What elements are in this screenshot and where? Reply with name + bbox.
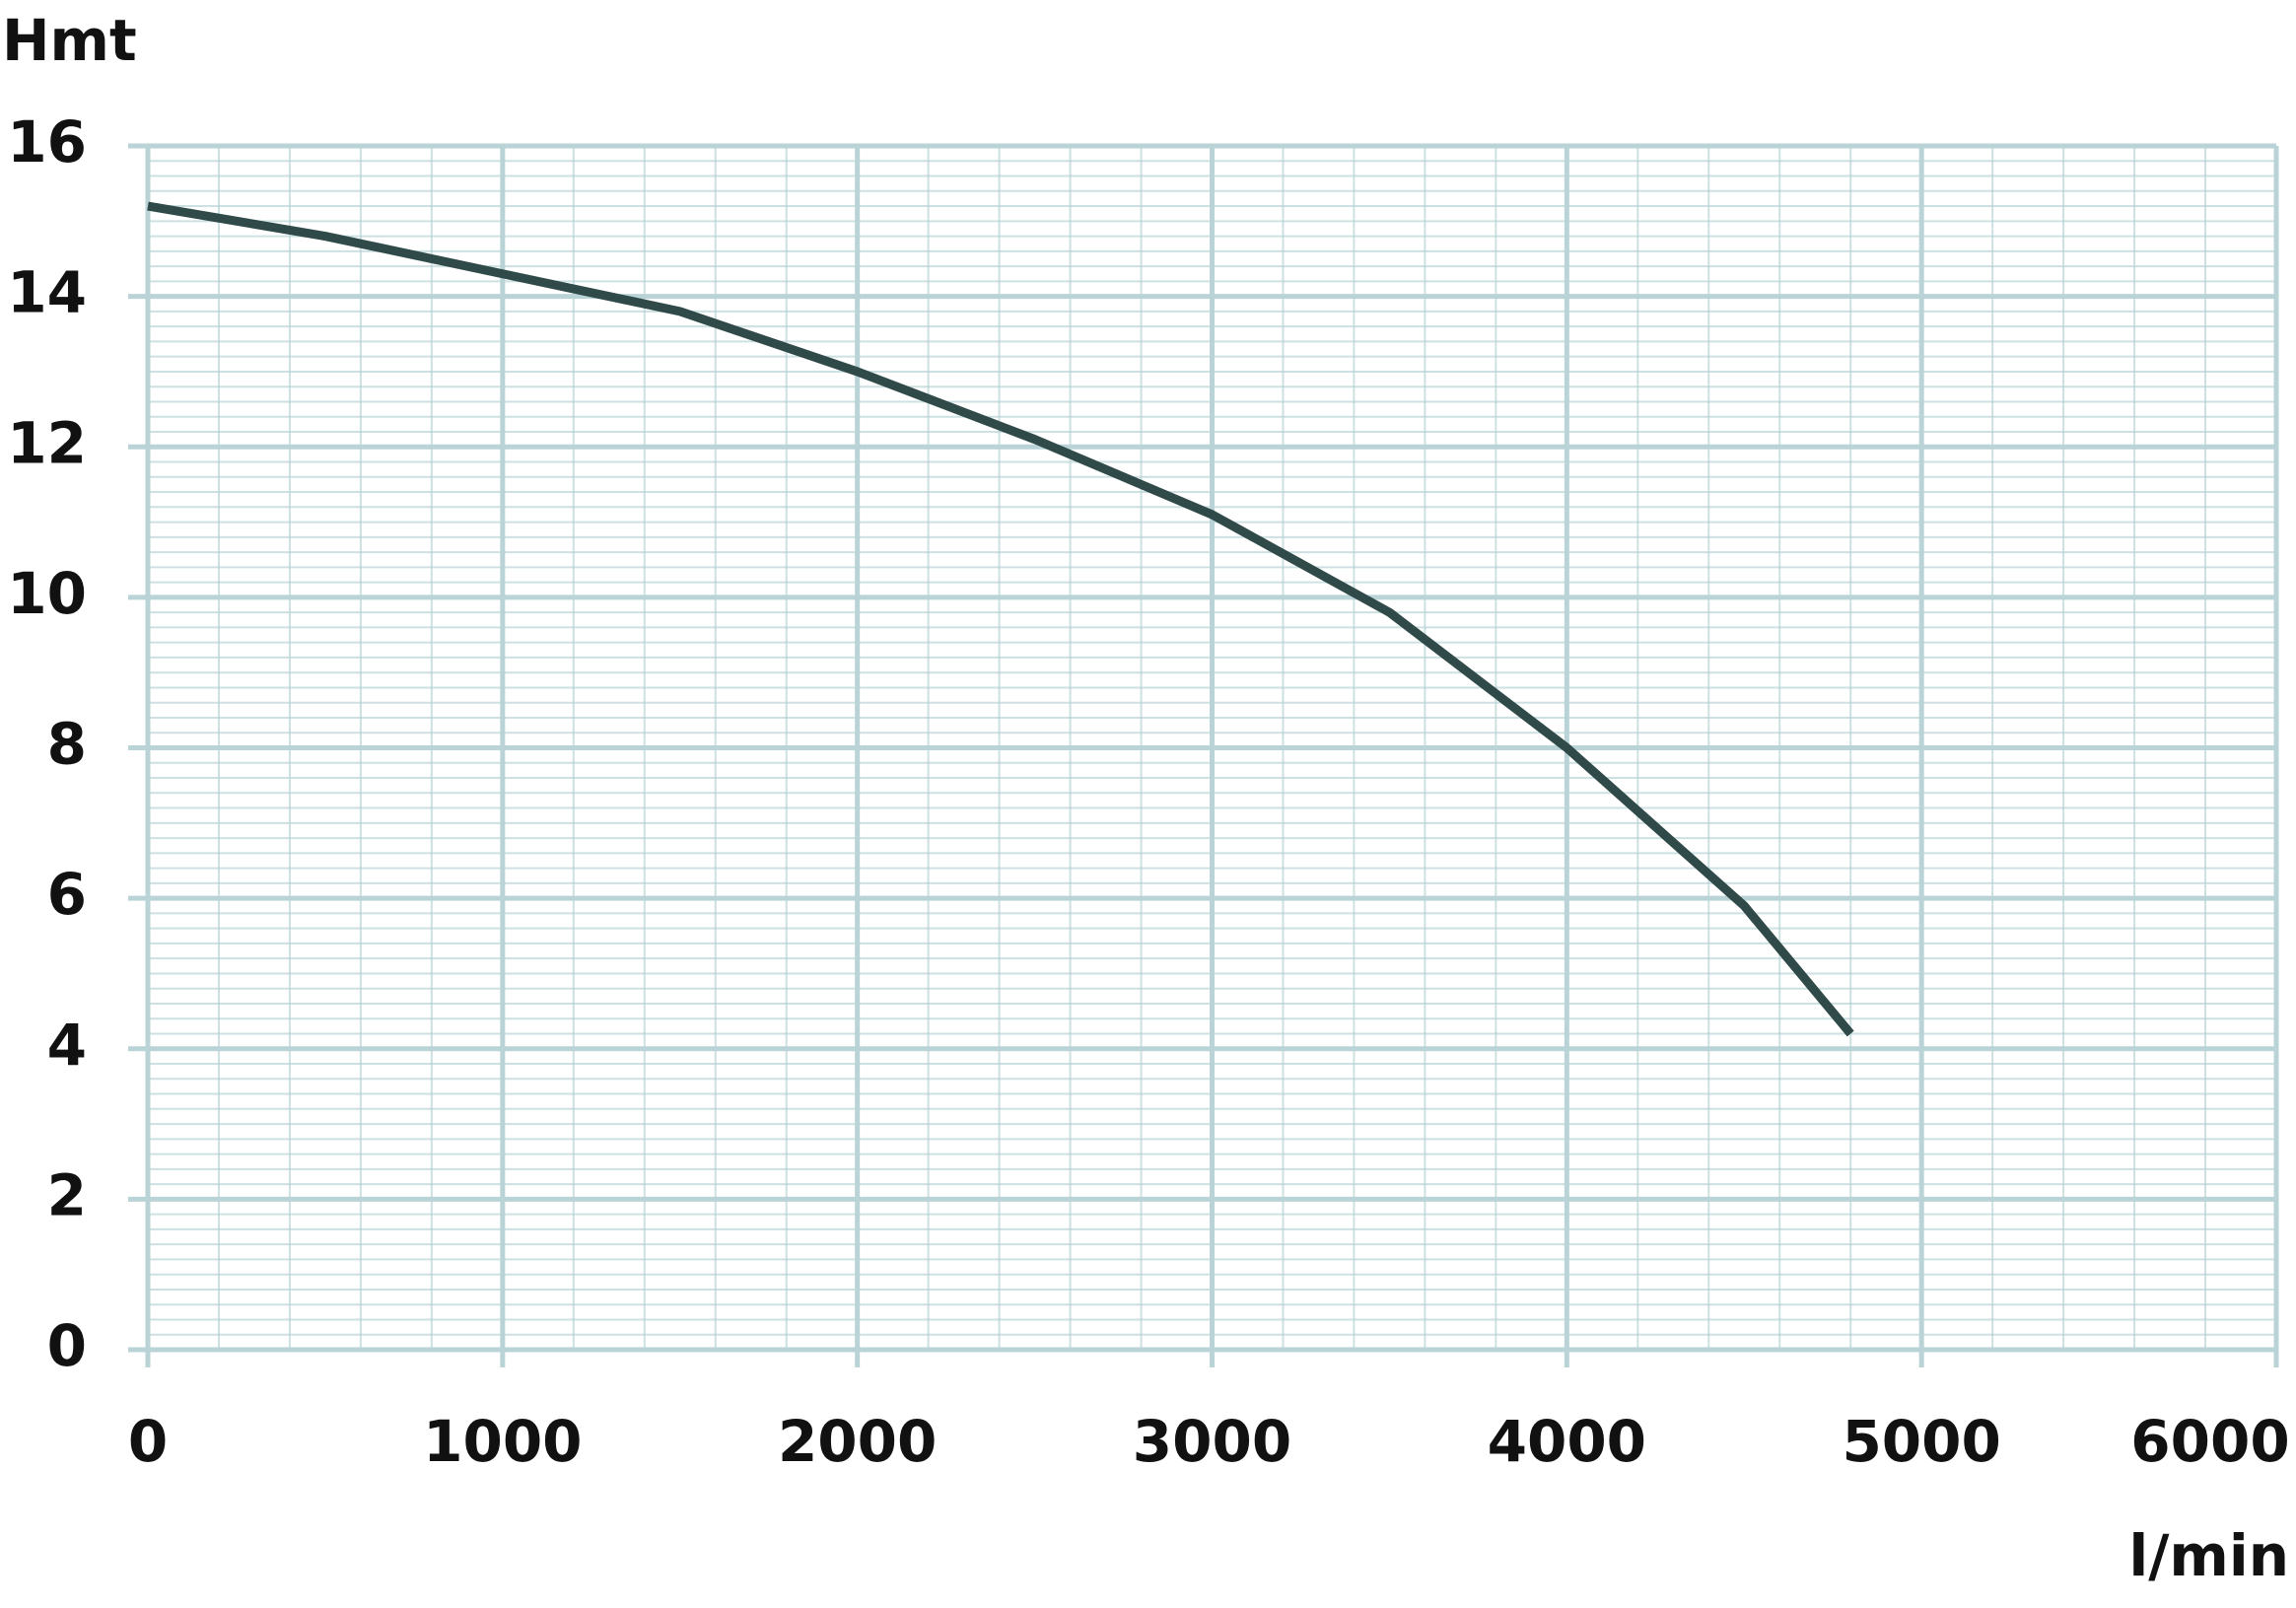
x-tick-label: 4000 <box>1488 1408 1646 1475</box>
y-tick-label: 2 <box>47 1161 87 1228</box>
data-line <box>147 201 1854 1037</box>
y-tick-label: 12 <box>7 409 87 476</box>
x-axis-label: l/min <box>2128 1522 2289 1589</box>
x-tick-label: 2000 <box>778 1408 937 1475</box>
y-tick-label: 4 <box>47 1012 87 1079</box>
y-tick-label: 8 <box>47 711 87 778</box>
y-axis-label: Hmt <box>2 7 137 74</box>
y-tick-label: 0 <box>47 1312 87 1379</box>
x-tick-label: 3000 <box>1133 1408 1291 1475</box>
y-tick-label: 14 <box>7 259 87 326</box>
x-tick-label: 1000 <box>423 1408 582 1475</box>
y-tick-label: 10 <box>7 560 87 627</box>
y-tick-label: 6 <box>47 861 87 928</box>
x-tick-label: 5000 <box>1842 1408 2000 1475</box>
y-tick-label: 16 <box>7 108 87 175</box>
x-tick-label: 0 <box>128 1408 168 1475</box>
x-tick-label: 6000 <box>2130 1408 2289 1475</box>
